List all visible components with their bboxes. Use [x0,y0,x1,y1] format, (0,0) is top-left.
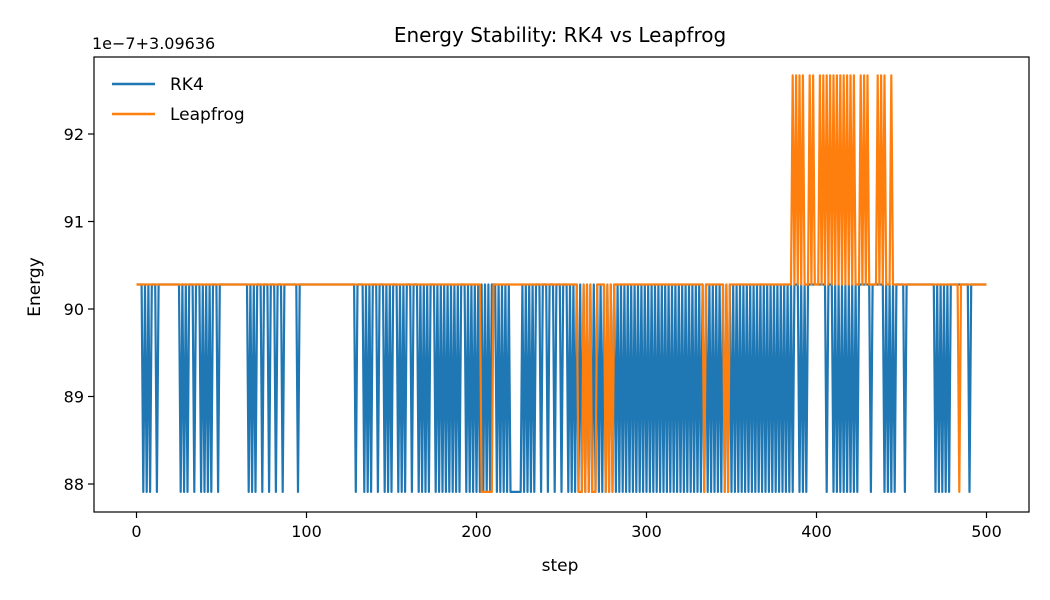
x-tick-label: 100 [291,522,322,541]
series-line-leapfrog [136,74,987,493]
chart-title: Energy Stability: RK4 vs Leapfrog [394,23,726,47]
y-tick-label: 88 [64,475,84,494]
axis-ticks: 0 100 200 300 400 500 88 89 90 91 92 [64,125,1002,541]
y-axis-label: Energy [25,257,45,317]
legend-label-leapfrog: Leapfrog [170,105,245,125]
x-tick-label: 200 [461,522,492,541]
legend-label-rk4: RK4 [170,75,204,95]
y-tick-label: 90 [64,300,84,319]
x-axis-label: step [542,556,579,576]
y-tick-label: 92 [64,125,84,144]
legend: RK4 Leapfrog [112,75,245,125]
x-tick-label: 400 [801,522,832,541]
x-tick-label: 500 [971,522,1002,541]
offset-text: 1e−7+3.09636 [92,34,215,53]
plot-area [136,74,987,493]
x-tick-label: 300 [631,522,662,541]
x-tick-label: 0 [131,522,141,541]
plot-frame [93,56,1030,513]
y-tick-label: 89 [64,388,84,407]
y-tick-label: 91 [64,213,84,232]
